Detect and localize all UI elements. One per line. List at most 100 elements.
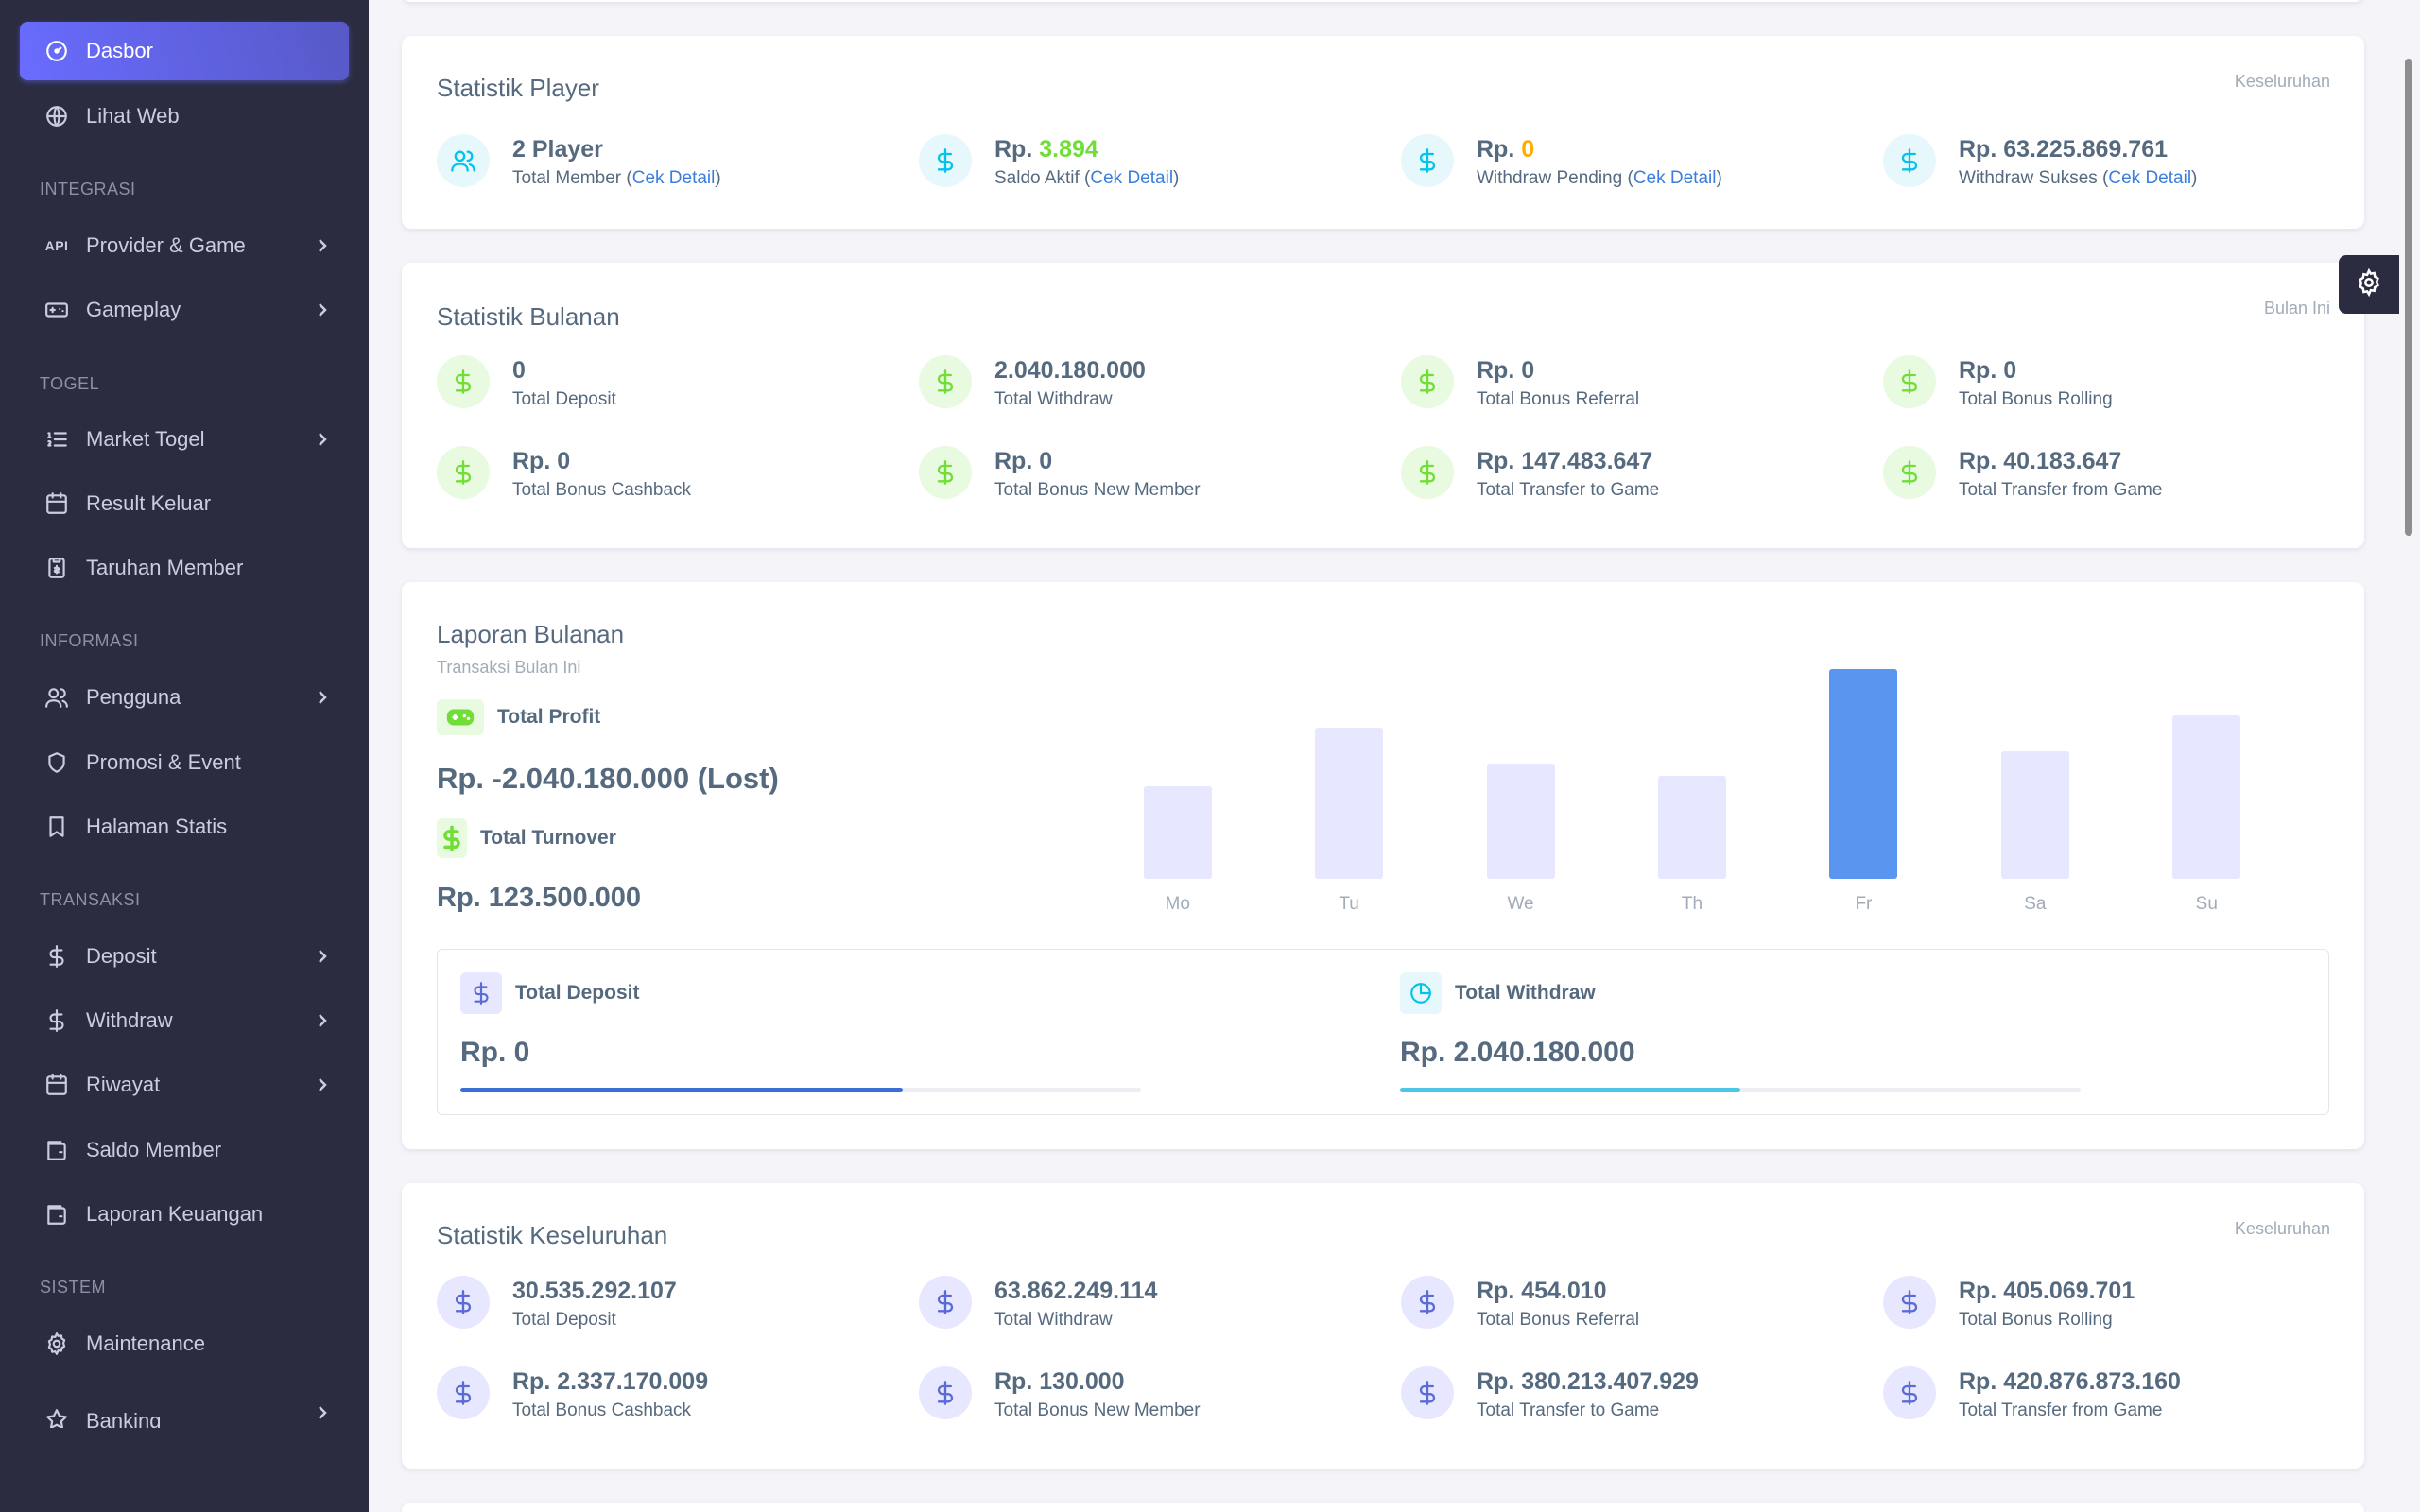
- dollar-icon: [1401, 446, 1454, 499]
- sidebar: Dasbor Lihat Web INTEGRASI API Provider …: [0, 0, 369, 1512]
- scrollbar-thumb[interactable]: [2405, 59, 2412, 536]
- sidebar-item-market-togel[interactable]: Market Togel: [20, 410, 349, 469]
- stat-value: Rp. 454.010: [1477, 1278, 1607, 1304]
- nav-header-togel: TOGEL: [40, 374, 100, 393]
- stat-label: Total Deposit: [512, 1310, 616, 1330]
- sidebar-item-withdraw[interactable]: Withdraw: [20, 991, 349, 1050]
- dollar-icon: [43, 942, 71, 971]
- stat-value: Rp. 0: [1477, 134, 1722, 164]
- stat-value: Rp. 380.213.407.929: [1477, 1368, 1699, 1395]
- chart-bar[interactable]: [1486, 763, 1555, 879]
- dollar-icon: [1883, 446, 1936, 499]
- stat-label-text: Saldo Aktif: [994, 168, 1080, 188]
- sidebar-item-deposit[interactable]: Deposit: [20, 927, 349, 986]
- stat-value: Rp. 420.876.873.160: [1959, 1368, 2181, 1395]
- cek-detail-link[interactable]: Cek Detail: [631, 168, 716, 188]
- gear-icon: [43, 1330, 71, 1358]
- stat-label: Total Bonus Cashback: [512, 480, 692, 500]
- nav-header-transaksi: TRANSAKSI: [40, 890, 141, 909]
- turnover-label: Total Turnover: [480, 827, 616, 849]
- sidebar-item-pengguna[interactable]: Pengguna: [20, 668, 349, 727]
- sidebar-item-saldo-member[interactable]: Saldo Member: [20, 1121, 349, 1179]
- stat-label: Total Withdraw: [994, 389, 1113, 409]
- profit-value: Rp. -2.040.180.000 (Lost): [437, 762, 779, 795]
- sidebar-item-halaman-statis[interactable]: Halaman Statis: [20, 798, 349, 856]
- sidebar-item-dasbor[interactable]: Dasbor: [20, 22, 349, 80]
- stat-withdraw-sukses: Rp. 63.225.869.761 Withdraw Sukses (Cek …: [1883, 134, 2197, 189]
- stat-item: 0 Total Deposit: [437, 355, 616, 410]
- stat-label: Total Withdraw: [994, 1310, 1113, 1330]
- sidebar-item-label: Halaman Statis: [86, 815, 228, 838]
- chart-bar[interactable]: [1143, 786, 1212, 879]
- sidebar-item-label: Result Keluar: [86, 491, 212, 515]
- nav-header-informasi: INFORMASI: [40, 631, 139, 650]
- sidebar-item-lihat-web[interactable]: Lihat Web: [20, 87, 349, 146]
- deposit-value: Rp. 0: [460, 1037, 530, 1068]
- stat-label-text: Withdraw Pending: [1477, 168, 1623, 188]
- sidebar-item-maintenance[interactable]: Maintenance: [20, 1314, 349, 1373]
- sidebar-item-laporan-keuangan[interactable]: Laporan Keuangan: [20, 1185, 349, 1244]
- wallet-icon: [43, 1136, 71, 1164]
- sidebar-item-promosi-event[interactable]: Promosi & Event: [20, 733, 349, 792]
- card-title: Statistik Player: [437, 74, 599, 102]
- sidebar-item-result-keluar[interactable]: Result Keluar: [20, 474, 349, 533]
- cek-detail-link[interactable]: Cek Detail: [1090, 168, 1174, 188]
- shield-icon: [43, 748, 71, 777]
- dollar-icon: [919, 134, 972, 187]
- stat-item: Rp. 380.213.407.929 Total Transfer to Gam…: [1401, 1366, 1699, 1421]
- stat-value: 0: [512, 357, 526, 384]
- stat-label-text: Withdraw Sukses: [1959, 168, 2098, 188]
- total-deposit-row: Total Deposit: [460, 972, 639, 1014]
- stat-item: Rp. 147.483.647 Total Transfer to Game: [1401, 446, 1659, 501]
- profit-label: Total Profit: [497, 706, 601, 728]
- card-statistik-bulanan: Statistik Bulanan Bulan Ini 0 Total Depos…: [402, 263, 2364, 548]
- stat-value: Rp. 0: [1959, 357, 2017, 384]
- stat-item: 63.862.249.114 Total Withdraw: [919, 1276, 1157, 1331]
- deposit-progress-fill: [460, 1088, 903, 1092]
- stat-label: Total Transfer from Game: [1959, 480, 2163, 500]
- dashboard-icon: [43, 37, 71, 65]
- chart-x-label: We: [1507, 894, 1534, 914]
- currency-prefix: Rp.: [1477, 136, 1515, 163]
- summary-box: Total Deposit Rp. 0 Total Withdraw Rp. 2…: [437, 949, 2329, 1115]
- sidebar-item-label: Laporan Keuangan: [86, 1202, 264, 1226]
- sidebar-item-gameplay[interactable]: Gameplay: [20, 281, 349, 339]
- stat-value: 2 Player: [512, 136, 603, 163]
- dollar-icon: [1883, 1276, 1936, 1329]
- weekly-bar-chart: Mo Tu We Th Fr Sa Su: [1130, 658, 2330, 941]
- sidebar-item-label: Provider & Game: [86, 233, 246, 257]
- card-title: Statistik Keseluruhan: [437, 1221, 668, 1249]
- chevron-right-icon: [313, 688, 332, 707]
- stat-item: Rp. 130.000 Total Bonus New Member: [919, 1366, 1201, 1421]
- settings-button[interactable]: [2339, 255, 2399, 314]
- sidebar-item-provider-game[interactable]: API Provider & Game: [20, 216, 349, 275]
- total-turnover-row: Total Turnover: [437, 818, 616, 858]
- cek-detail-link[interactable]: Cek Detail: [1633, 168, 1717, 188]
- chart-bar[interactable]: [1829, 669, 1898, 879]
- sidebar-item-taruhan-member[interactable]: Taruhan Member: [20, 539, 349, 597]
- cek-detail-link[interactable]: Cek Detail: [2108, 168, 2192, 188]
- chevron-right-icon: [313, 236, 332, 255]
- chart-bar[interactable]: [1315, 728, 1384, 879]
- card-statistik-keseluruhan: Statistik Keseluruhan Keseluruhan 30.535…: [402, 1183, 2364, 1469]
- calendar-icon: [43, 490, 71, 518]
- stat-label: Withdraw Pending (Cek Detail): [1477, 168, 1722, 188]
- dollar-icon: [460, 972, 502, 1014]
- chart-bar[interactable]: [1658, 776, 1726, 879]
- gamepad-icon: [437, 699, 484, 735]
- sidebar-item-label: Lihat Web: [86, 104, 180, 128]
- sidebar-item-riwayat[interactable]: Riwayat: [20, 1056, 349, 1114]
- chart-bar[interactable]: [2000, 750, 2069, 879]
- sidebar-item-label: Maintenance: [86, 1332, 205, 1355]
- dollar-icon: [919, 1276, 972, 1329]
- dollar-icon: [919, 446, 972, 499]
- chevron-right-icon: [313, 1011, 332, 1030]
- withdraw-progress-fill: [1400, 1088, 1740, 1092]
- stat-label: Total Bonus Referral: [1477, 389, 1640, 409]
- dollar-icon: [437, 1276, 490, 1329]
- stat-withdraw-pending: Rp. 0 Withdraw Pending (Cek Detail): [1401, 134, 1722, 189]
- chart-bar[interactable]: [2172, 714, 2241, 879]
- chart-x-label: Tu: [1339, 894, 1359, 914]
- stat-value: Rp. 0: [1477, 357, 1535, 384]
- sidebar-item-banking[interactable]: Banking: [20, 1379, 349, 1428]
